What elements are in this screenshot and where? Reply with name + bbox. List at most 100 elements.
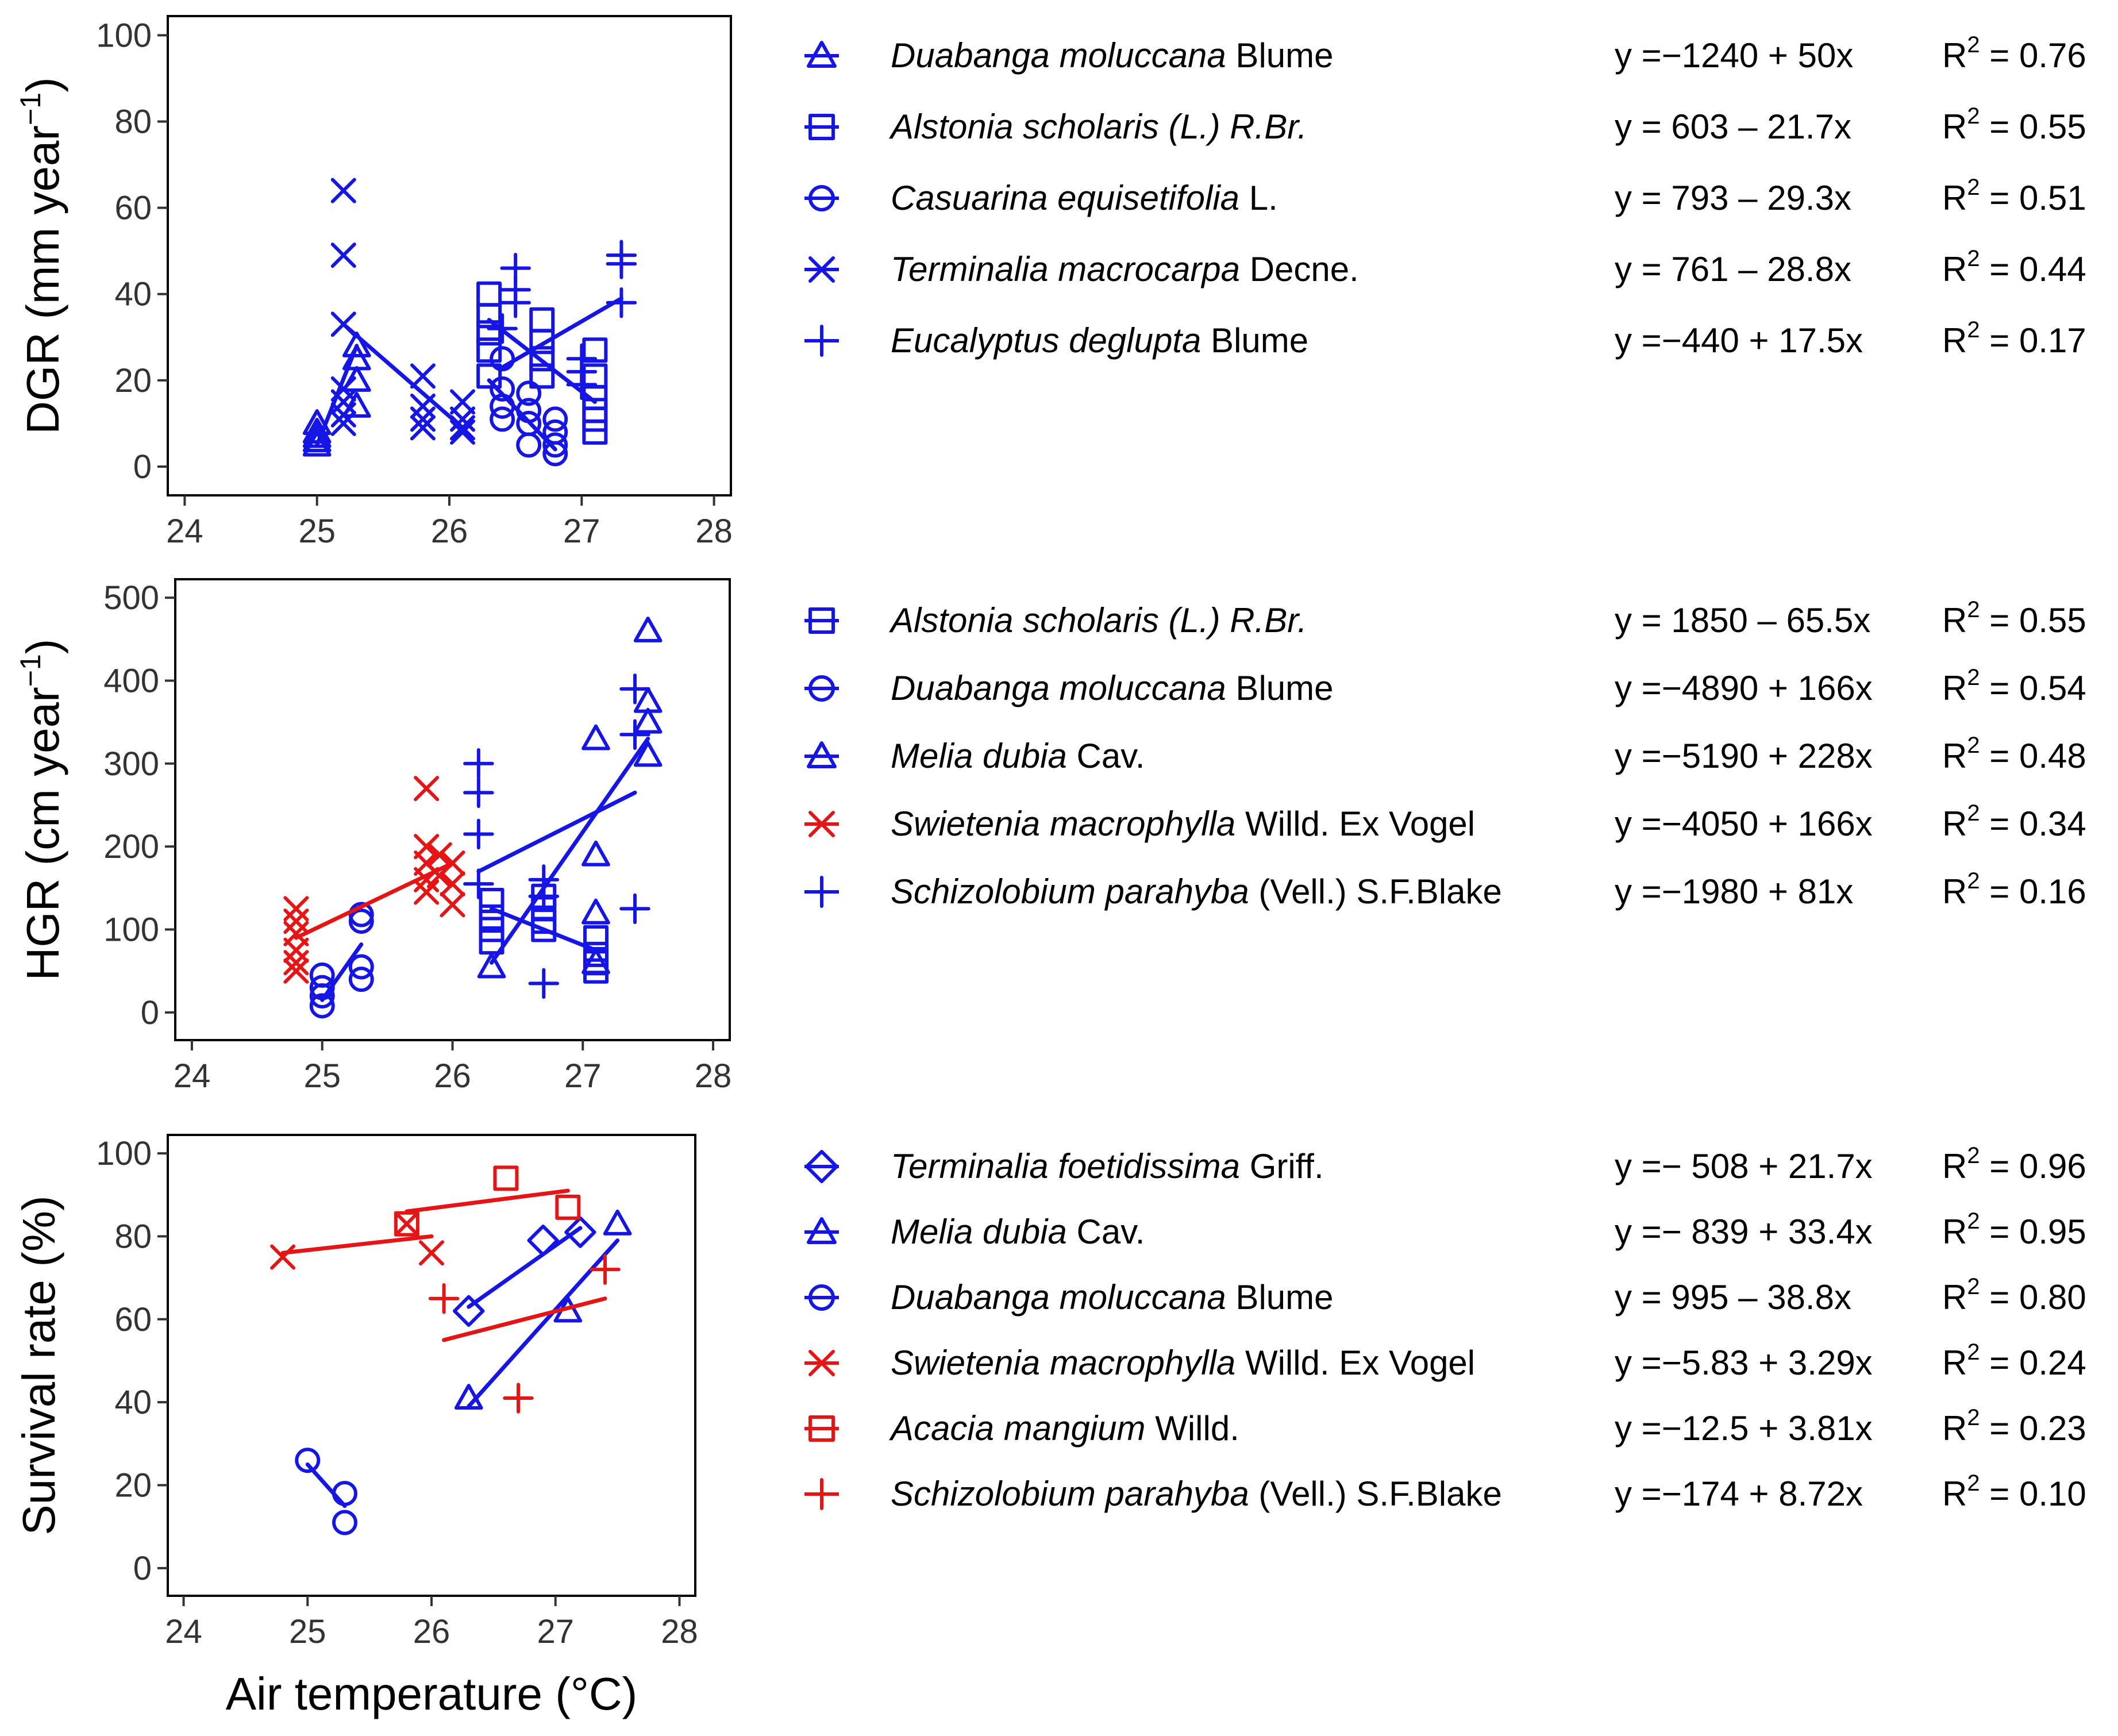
r2-sup: 2 — [1967, 103, 1980, 129]
legend-r2: R2 = 0.44 — [1942, 246, 2086, 288]
data-point — [309, 983, 335, 1009]
x-axis-title-text: Air temperature — [226, 1668, 542, 1719]
y-tick-label: 0 — [133, 1550, 152, 1587]
data-point — [414, 879, 440, 905]
data-point — [606, 248, 637, 279]
r2-sup: 2 — [1967, 665, 1980, 690]
plot-frame — [167, 1134, 696, 1597]
y-axis-title-sup: −1 — [14, 654, 47, 687]
y-tick-label: 400 — [103, 662, 159, 699]
data-point — [493, 1165, 519, 1191]
x-tick-label: 26 — [413, 1613, 450, 1650]
data-point — [527, 1224, 559, 1257]
data-point — [582, 948, 610, 975]
y-tick-label: 100 — [96, 1135, 152, 1172]
r2-sup: 2 — [1967, 175, 1980, 200]
data-point — [531, 917, 557, 942]
data-point — [330, 410, 356, 436]
species-author: Blume — [1226, 669, 1334, 707]
fit-line — [490, 906, 598, 953]
r2-value: = 0.55 — [1980, 107, 2086, 146]
data-point — [332, 1510, 357, 1535]
r2-value: = 0.80 — [1980, 1278, 2086, 1317]
legend-equation: y =−4050 + 166x — [1615, 805, 1873, 843]
data-point — [348, 954, 374, 980]
r2-value: = 0.24 — [1980, 1344, 2086, 1382]
y-axis-title-main: DGR — [17, 332, 68, 434]
data-point — [590, 1254, 621, 1285]
data-point — [582, 419, 608, 445]
x-tick-label: 27 — [564, 1057, 602, 1095]
r2-sup: 2 — [1967, 868, 1980, 894]
species-author: (Vell.) S.F.Blake — [1249, 1475, 1502, 1513]
series-4 — [330, 178, 476, 445]
legend-entry: Melia dubia Cav. y =− 839 + 33.4x R2 = 0.9… — [804, 1208, 2086, 1251]
data-point — [542, 406, 568, 432]
r2-label: R — [1942, 1344, 1967, 1382]
data-point — [410, 415, 436, 441]
species-author: Blume — [1226, 1278, 1334, 1317]
fit-line — [341, 322, 465, 430]
y-axis-title-unit: (mm year — [17, 125, 68, 320]
species-author: Willd. Ex Vogel — [1235, 805, 1475, 843]
data-point — [463, 748, 494, 779]
legend-entry: Swietenia macrophylla Willd. Ex Vogel y =… — [804, 1339, 2086, 1382]
legend-r2: R2 = 0.55 — [1942, 103, 2086, 146]
data-point — [450, 389, 476, 415]
legend-entry: Swietenia macrophylla Willd. Ex Vogel y =… — [804, 800, 2086, 843]
series-5 — [487, 240, 637, 401]
fit-line — [467, 1238, 620, 1408]
fit-line — [305, 1462, 347, 1508]
legend-species: Melia dubia Cav. — [891, 1212, 1145, 1251]
r2-sup: 2 — [1967, 1143, 1980, 1168]
data-point — [342, 331, 371, 357]
data-point — [516, 380, 542, 406]
legend-r2: R2 = 0.54 — [1942, 665, 2086, 707]
x-tick-label: 27 — [537, 1613, 574, 1650]
r2-value: = 0.54 — [1980, 669, 2086, 707]
species-author: Cav. — [1067, 1212, 1145, 1251]
legend-species: Terminalia macrocarpa Decne. — [891, 250, 1359, 288]
data-point — [283, 958, 309, 984]
y-tick-label: 60 — [114, 1301, 152, 1338]
legend-species: Swietenia macrophylla Willd. Ex Vogel — [891, 805, 1475, 843]
data-point — [428, 1283, 460, 1314]
legend-species: Melia dubia Cav. — [891, 737, 1145, 775]
panel-1: 24 25 26 27 28 0 20 40 60 80 100 DGR (mm year−1) Dua… — [14, 15, 2086, 550]
species-name: Swietenia macrophylla — [891, 1344, 1235, 1382]
plot-frame — [174, 578, 731, 1041]
legend-species: Duabanga moluccana Blume — [891, 669, 1334, 707]
data-point — [426, 842, 452, 868]
legend-equation: y = 1850 – 65.5x — [1615, 601, 1870, 640]
legend-species: Acacia mangium Willd. — [889, 1409, 1239, 1448]
x-tick-label: 26 — [434, 1057, 471, 1095]
data-point — [490, 376, 515, 402]
species-author: L. — [1239, 179, 1278, 217]
fit-line — [294, 861, 455, 940]
legend-r2: R2 = 0.24 — [1942, 1339, 2086, 1382]
legend-entry: Eucalyptus deglupta Blume y =−440 + 17.5x… — [804, 317, 2086, 360]
y-axis-title-sup: −1 — [14, 93, 47, 125]
y-axis-title-close: ) — [17, 77, 68, 93]
data-point — [633, 741, 663, 767]
data-point — [566, 369, 598, 401]
r2-value: = 0.10 — [1980, 1475, 2086, 1513]
data-point — [476, 337, 502, 363]
data-point — [564, 1216, 596, 1248]
legend-entry: Acacia mangium Willd. y =−12.5 + 3.81x R2 … — [804, 1405, 2086, 1448]
data-point — [619, 673, 650, 705]
r2-value: = 0.55 — [1980, 601, 2086, 640]
r2-label: R — [1942, 321, 1967, 360]
data-point — [302, 430, 332, 457]
species-author: Blume — [1226, 36, 1334, 75]
x-tick-label: 26 — [431, 513, 468, 550]
fit-line — [500, 296, 623, 369]
legend-species: Alstonia scholaris (L.) R.Br. — [889, 601, 1307, 640]
y-tick-label: 100 — [103, 911, 159, 949]
r2-sup: 2 — [1967, 32, 1980, 57]
x-tick-label: 25 — [289, 1613, 326, 1650]
series-4 — [270, 1211, 444, 1270]
r2-label: R — [1942, 107, 1967, 146]
legend-species: Alstonia scholaris (L.) R.Br. — [889, 107, 1307, 146]
data-point — [582, 724, 610, 750]
